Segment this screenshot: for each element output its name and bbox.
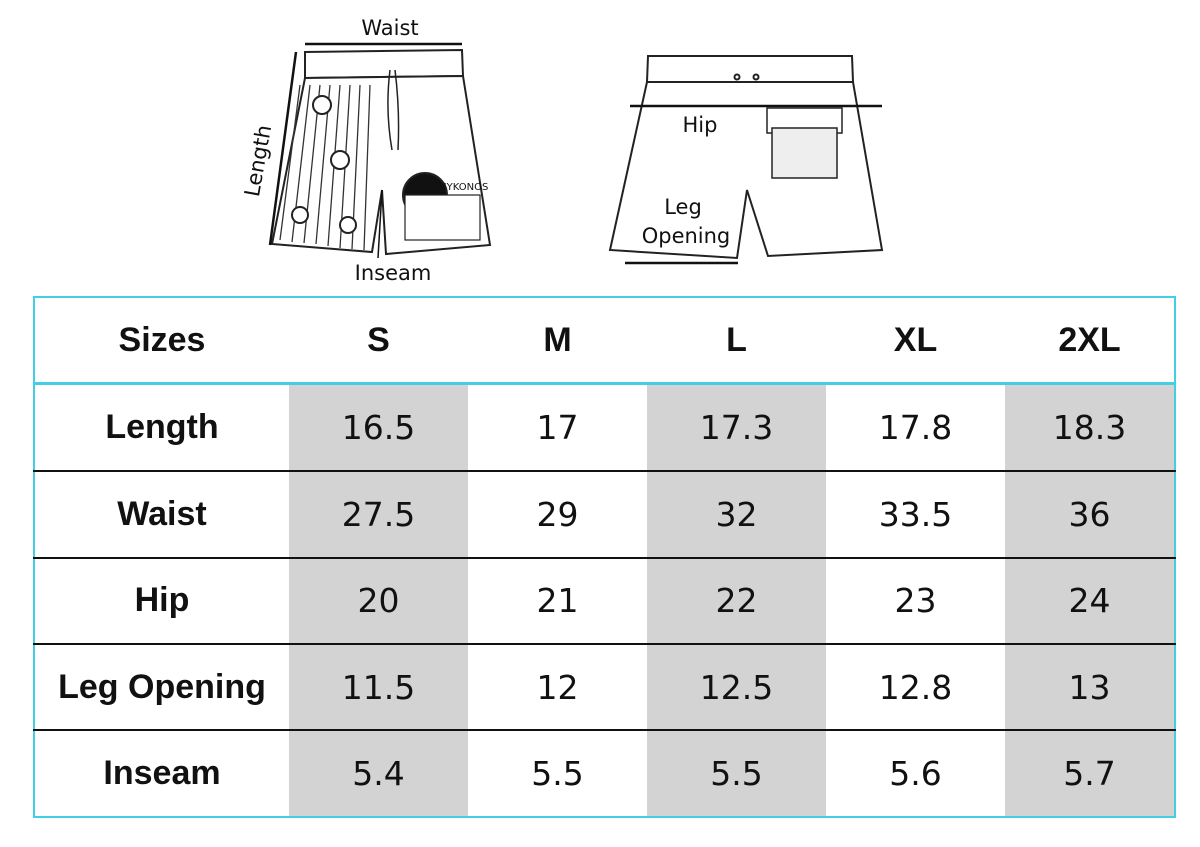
row-label: Inseam [34,729,289,817]
row-label: Waist [34,470,289,558]
header-cell: L [647,297,826,385]
cell: 18.3 [1005,382,1175,472]
header-cell: 2XL [1005,297,1175,385]
cell: 12.5 [647,642,826,731]
row-label: Length [34,382,289,472]
cell: 5.5 [647,729,826,817]
cell: 27.5 [289,470,468,558]
cell: 17.8 [826,382,1005,472]
back-shorts [608,55,884,260]
header-cell: XL [826,297,1005,385]
waist-label: Waist [361,16,418,40]
leg-opening-label: Leg [664,195,702,219]
cell: 17 [468,382,647,472]
cell: 16.5 [289,382,468,472]
cell: 23 [826,556,1005,644]
length-line [268,51,298,246]
cell: 5.4 [289,729,468,817]
cell: 36 [1005,470,1175,558]
length-label: Length [240,123,276,199]
cell: 5.7 [1005,729,1175,817]
cell: 24 [1005,556,1175,644]
cell: 20 [289,556,468,644]
inseam-line [377,189,383,259]
cell: 12.8 [826,642,1005,731]
cell: 13 [1005,642,1175,731]
header-row: Sizes S M L XL 2XL [34,297,1175,385]
cell: 32 [647,470,826,558]
table-row: Waist 27.5 29 32 33.5 36 [34,470,1175,558]
leg-opening-label: Opening [642,224,731,248]
cell: 33.5 [826,470,1005,558]
cell: 29 [468,470,647,558]
size-table: Sizes S M L XL 2XL Length 16.5 17 17.3 17.8 18.3 Wa… [33,296,1176,818]
cell: 21 [468,556,647,644]
table-row: Length 16.5 17 17.3 17.8 18.3 [34,382,1175,472]
row-label: Hip [34,556,289,644]
diagram: MYKONOS Waist Length Inseam Hip Leg Open… [240,16,884,285]
cell: 17.3 [647,382,826,472]
cell: 5.5 [468,729,647,817]
hip-label: Hip [683,113,718,137]
cell: 22 [647,556,826,644]
print-text: MYKONOS [438,182,488,193]
table-row: Leg Opening 11.5 12 12.5 12.8 13 [34,642,1175,731]
header-cell: Sizes [34,297,289,385]
cell: 5.6 [826,729,1005,817]
table-row: Inseam 5.4 5.5 5.5 5.6 5.7 [34,729,1175,817]
row-label: Leg Opening [34,642,289,731]
header-cell: S [289,297,468,385]
inseam-label: Inseam [355,261,432,285]
cell: 12 [468,642,647,731]
table-row: Hip 20 21 22 23 24 [34,556,1175,644]
front-shorts [270,48,492,256]
header-cell: M [468,297,647,385]
cell: 11.5 [289,642,468,731]
